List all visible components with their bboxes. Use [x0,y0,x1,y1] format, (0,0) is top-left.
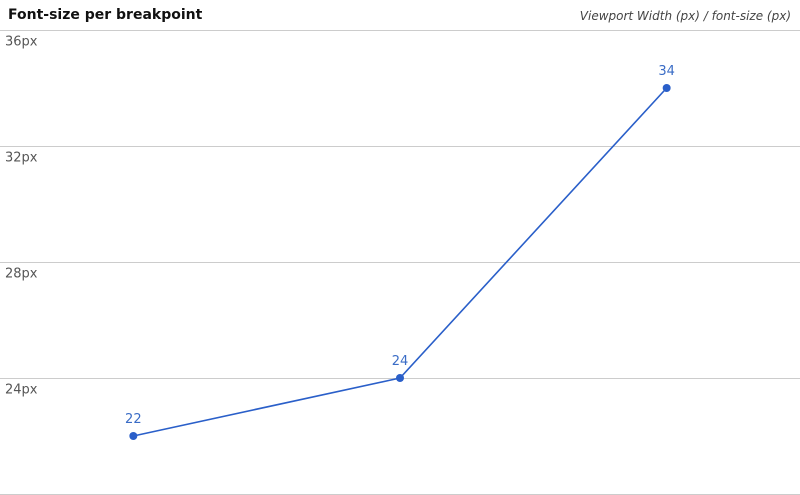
data-point[interactable] [396,374,404,382]
data-label: 24 [392,354,409,369]
y-axis-ticks: 36px 32px 28px 24px [5,35,38,398]
grid [0,30,800,495]
axis-caption: Viewport Width (px) / font-size (px) [579,9,791,23]
data-point[interactable] [129,432,138,440]
y-tick-label: 32px [5,151,38,166]
chart-title: Font-size per breakpoint [8,7,203,23]
data-point[interactable] [662,84,671,92]
data-labels: 22 24 34 [125,64,675,427]
y-tick-label: 24px [5,383,38,398]
y-tick-label: 28px [5,267,38,282]
y-tick-label: 36px [5,35,38,50]
data-label: 22 [125,412,142,427]
series [129,84,671,440]
data-label: 34 [658,64,675,79]
